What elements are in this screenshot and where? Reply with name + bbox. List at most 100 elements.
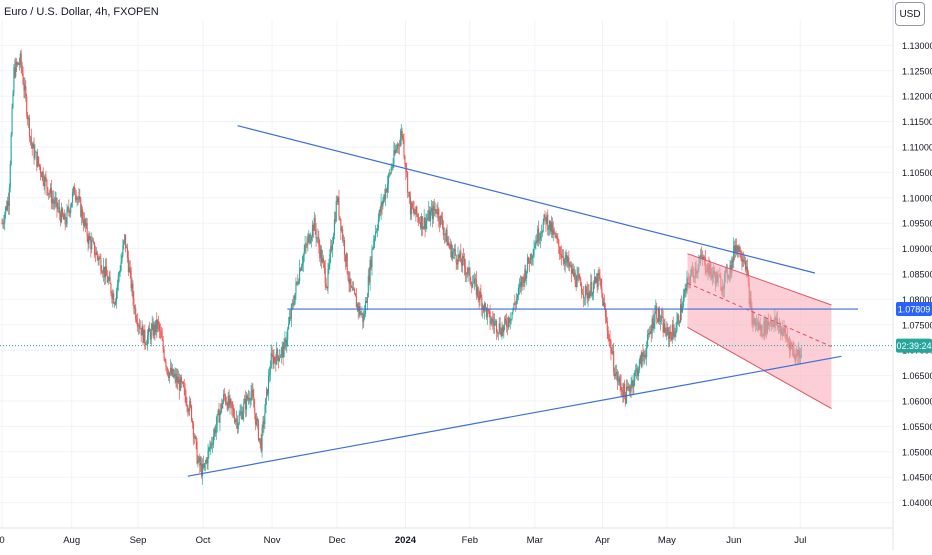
- candle-body: [537, 228, 539, 243]
- candle-body: [174, 374, 176, 376]
- y-tick-label: 1.05000: [902, 447, 932, 457]
- chart-title: Euro / U.S. Dollar, 4h, FXOPEN: [4, 6, 159, 18]
- candle-body: [742, 259, 744, 262]
- candle-body: [31, 143, 33, 149]
- candle-body: [534, 245, 536, 249]
- candle-body: [492, 318, 494, 323]
- candle-body: [125, 234, 127, 249]
- candle-body: [511, 312, 513, 319]
- candle-body: [495, 320, 498, 333]
- x-tick-label: 0: [0, 535, 5, 546]
- candle-body: [337, 197, 339, 203]
- candle-body: [310, 236, 313, 241]
- candle-body: [744, 260, 746, 262]
- candle-body: [530, 254, 532, 260]
- candle-body: [428, 209, 430, 218]
- candle-body: [39, 166, 42, 174]
- candle-body: [607, 330, 609, 339]
- candle-body: [350, 278, 352, 288]
- candle-body: [403, 139, 405, 157]
- candle-body: [136, 322, 139, 327]
- candle-body: [570, 264, 572, 266]
- candle-body: [203, 463, 205, 468]
- candle-body: [420, 216, 422, 228]
- x-tick-label: Dec: [329, 535, 346, 546]
- candle-body: [454, 249, 456, 256]
- candle-body: [593, 277, 596, 284]
- candle-body: [243, 403, 245, 414]
- candle-body: [746, 266, 748, 274]
- candle-body: [126, 247, 129, 258]
- candle-body: [158, 320, 160, 325]
- candle-body: [146, 344, 148, 345]
- candle-body: [397, 144, 399, 149]
- candle-body: [199, 457, 201, 466]
- candle-body: [216, 414, 218, 426]
- candle-body: [519, 282, 521, 286]
- candle-body: [40, 173, 42, 178]
- candle-body: [547, 214, 549, 230]
- candle-body: [647, 332, 650, 335]
- candle-body: [84, 218, 86, 226]
- candle-body: [297, 281, 299, 284]
- candle-body: [421, 216, 423, 230]
- candle-body: [586, 289, 588, 299]
- candle-body: [465, 273, 467, 275]
- candle-body: [636, 368, 639, 376]
- candle-body: [131, 283, 133, 289]
- candle-body: [658, 308, 660, 322]
- candle-body: [375, 231, 377, 238]
- currency-button[interactable]: USD: [895, 2, 925, 26]
- candle-body: [298, 281, 300, 284]
- candle-body: [576, 275, 578, 288]
- candle-body: [30, 136, 32, 144]
- candle-body: [345, 253, 347, 262]
- candle-body: [552, 229, 554, 235]
- candle-body: [79, 196, 81, 199]
- candle-body: [241, 411, 243, 419]
- candle-body: [594, 277, 596, 283]
- candle-body: [405, 163, 407, 172]
- candle-body: [496, 332, 498, 334]
- candle-body: [592, 293, 594, 296]
- candle-body: [605, 316, 607, 321]
- candle-body: [737, 245, 739, 252]
- candle-body: [438, 209, 440, 221]
- candle-body: [664, 323, 666, 333]
- candle-body: [271, 353, 273, 356]
- candle-body: [684, 288, 686, 294]
- candle-body: [74, 194, 76, 196]
- candle-body: [10, 134, 12, 165]
- candle-body: [646, 345, 648, 358]
- candle-body: [210, 443, 212, 448]
- candle-body: [186, 404, 188, 407]
- candle-body: [256, 418, 258, 425]
- candle-body: [609, 339, 611, 341]
- y-tick-label: 1.11500: [902, 117, 932, 127]
- candle-body: [439, 220, 441, 225]
- candle-body: [560, 254, 562, 255]
- candle-body: [129, 267, 131, 270]
- y-tick-label: 1.07500: [902, 320, 932, 330]
- x-tick-label: Aug: [63, 535, 80, 546]
- candle-body: [249, 400, 251, 401]
- candle-body: [77, 198, 79, 200]
- candle-body: [144, 329, 146, 345]
- candle-body: [498, 323, 500, 333]
- candle-body: [668, 329, 670, 340]
- candle-body: [288, 317, 291, 324]
- candle-body: [96, 252, 98, 257]
- candle-body: [460, 251, 462, 263]
- candle-body: [566, 255, 568, 263]
- candle-body: [562, 256, 564, 261]
- candle-body: [76, 198, 78, 200]
- candle-body: [571, 268, 574, 274]
- candle-body: [640, 355, 642, 367]
- candle-body: [152, 323, 154, 336]
- candle-body: [305, 244, 307, 246]
- candle-body: [541, 231, 543, 234]
- candle-body: [463, 258, 465, 267]
- candle-body: [470, 280, 472, 284]
